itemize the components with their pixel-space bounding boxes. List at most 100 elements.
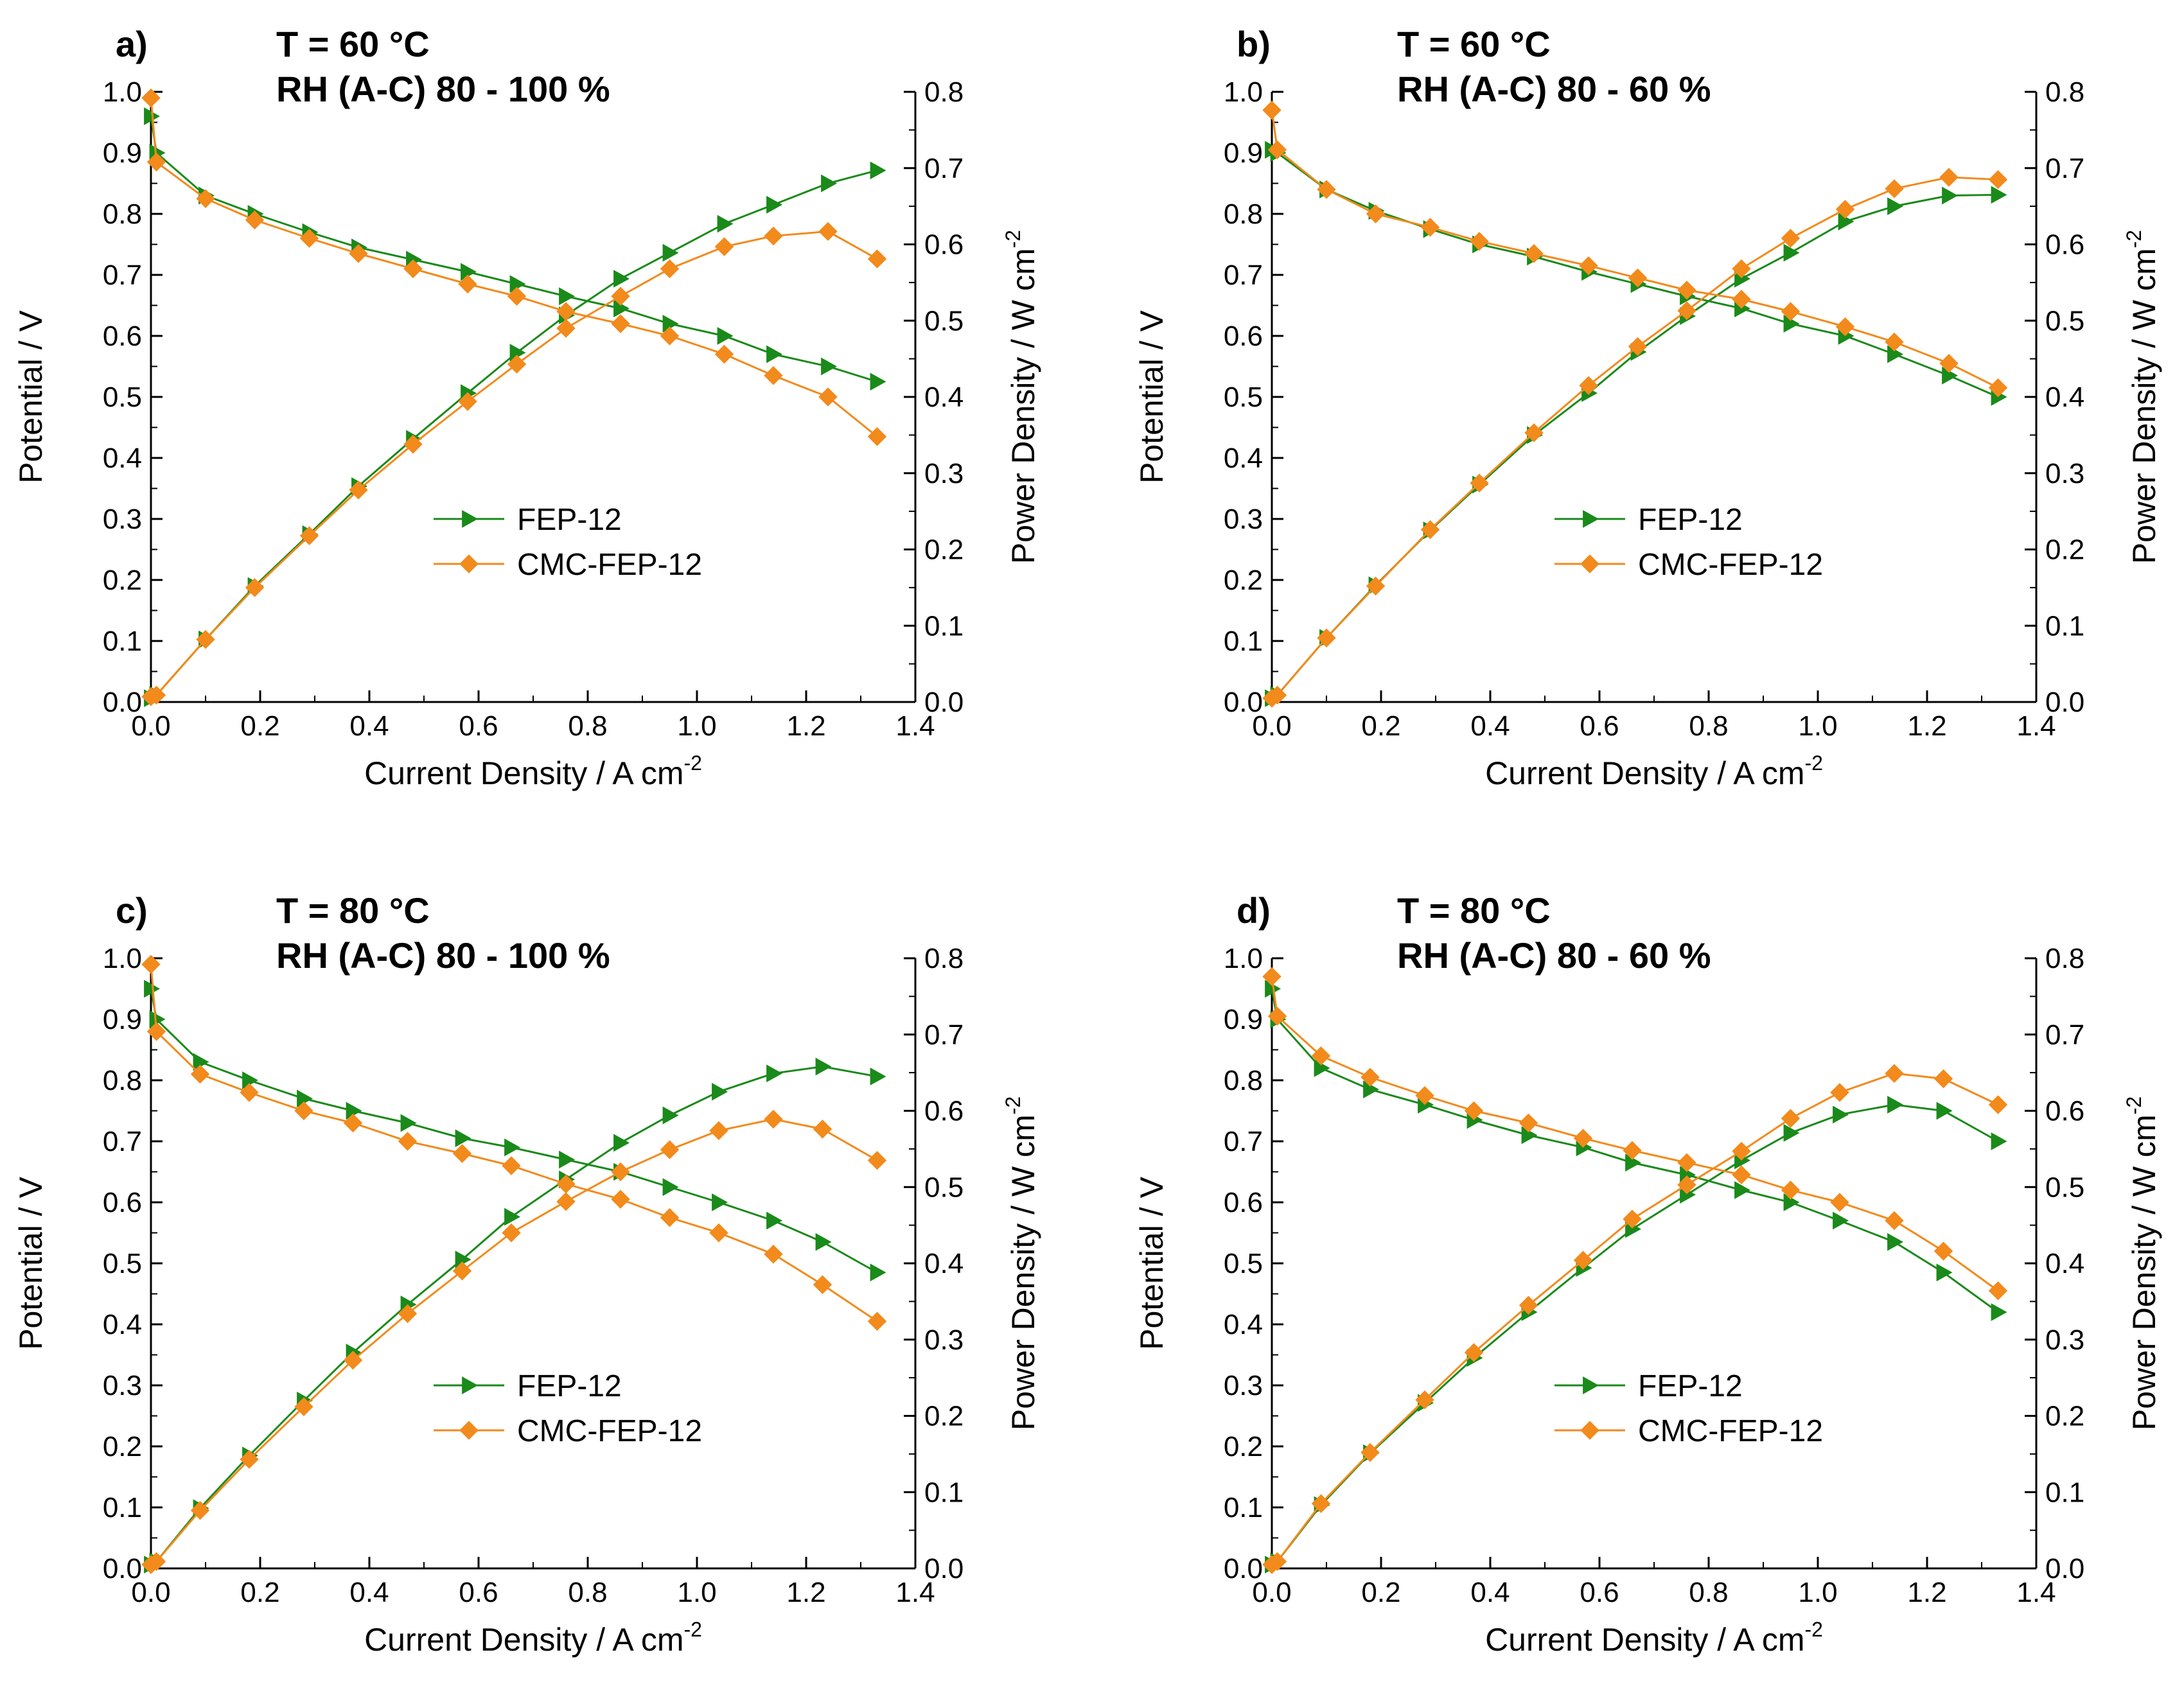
y2-axis-label-sup: -2 (1001, 1096, 1025, 1114)
x-tick-label: 1.2 (1907, 710, 1946, 742)
power-point (502, 1223, 521, 1243)
potential-point (870, 1263, 886, 1282)
potential-point (1830, 1193, 1849, 1212)
power-point (403, 434, 423, 454)
potential-point (1939, 354, 1959, 373)
y-tick-label: 0.8 (1224, 198, 1263, 230)
potential-point (766, 1211, 783, 1230)
potential-point (452, 1144, 472, 1163)
potential-point (709, 1223, 728, 1243)
x-tick-label: 1.4 (2016, 710, 2056, 742)
y2-tick-label: 0.0 (2045, 1553, 2084, 1584)
potential-point (1835, 317, 1855, 337)
power-point (1470, 473, 1489, 493)
power-point (245, 578, 265, 597)
y-tick-label: 0.5 (103, 1248, 142, 1279)
power-point (1887, 197, 1904, 215)
potential-point (1885, 1211, 1904, 1231)
power-point (1677, 301, 1696, 320)
potential-point (294, 1101, 313, 1121)
y2-tick-label: 0.1 (924, 1477, 964, 1508)
potential-point (1833, 1211, 1849, 1230)
potential-line (150, 116, 877, 383)
potential-point (1366, 204, 1386, 224)
y2-tick-label: 0.4 (924, 382, 964, 413)
x-tick-label: 1.4 (895, 710, 935, 742)
potential-point (1781, 1180, 1801, 1200)
legend-label: CMC-FEP-12 (517, 1414, 702, 1448)
y-tick-label: 0.4 (103, 443, 142, 474)
x-axis-label-text: Current Density / A cm (1485, 755, 1804, 791)
power-line (150, 1066, 877, 1566)
power-point (1573, 1250, 1593, 1270)
x-axis-label-sup: -2 (1804, 751, 1822, 775)
y-tick-label: 0.4 (1224, 1309, 1263, 1340)
potential-point (1887, 1232, 1904, 1251)
power-point (1885, 179, 1904, 198)
panel-label: d) (1237, 890, 1271, 931)
power-point (190, 1501, 210, 1520)
potential-point (1885, 332, 1904, 352)
y-tick-label: 0.3 (1224, 504, 1263, 535)
y-tick-label: 1.0 (1224, 76, 1263, 108)
condition-humidity: RH (A-C) 80 - 100 % (276, 935, 610, 976)
potential-point (660, 326, 680, 346)
power-line (1271, 1103, 1999, 1566)
y2-tick-label: 0.1 (2045, 610, 2084, 642)
y-tick-label: 0.1 (103, 1492, 142, 1523)
power-point (1783, 243, 1800, 262)
power-point (1361, 1443, 1380, 1462)
power-line (1271, 176, 1998, 699)
legend-label: CMC-FEP-12 (1638, 548, 1823, 582)
power-point (1939, 168, 1959, 187)
potential-point (559, 287, 576, 306)
panel-label: c) (116, 890, 148, 931)
power-line (1271, 1072, 1999, 1566)
potential-point (815, 1232, 832, 1251)
legend-label: FEP-12 (1638, 503, 1743, 537)
series-cmc-fep-12 (141, 954, 887, 1574)
potential-point (245, 210, 265, 230)
potential-point (1361, 1067, 1380, 1087)
x-tick-label: 0.4 (1470, 710, 1510, 742)
potential-point (867, 427, 887, 446)
y-axis-label: Potential / V (13, 1177, 49, 1350)
potential-point (1677, 1153, 1696, 1172)
potential-point (507, 286, 527, 306)
power-point (1988, 170, 2008, 189)
legend-label: FEP-12 (517, 503, 622, 537)
power-point (1936, 1101, 1953, 1120)
legend-label: CMC-FEP-12 (517, 548, 702, 582)
y-tick-label: 0.2 (103, 565, 142, 596)
y2-tick-label: 0.0 (924, 687, 964, 718)
power-point (349, 480, 368, 500)
legend-marker (1580, 554, 1599, 574)
potential-point (349, 244, 368, 263)
y2-axis-label-sup: -2 (2122, 230, 2145, 248)
power-point (766, 1064, 783, 1083)
potential-point (196, 189, 215, 208)
x-tick-label: 0.0 (1252, 710, 1291, 742)
potential-point (764, 366, 783, 385)
y2-tick-label: 0.4 (924, 1248, 964, 1279)
y2-axis-label-sup: -2 (2122, 1096, 2145, 1114)
y2-axis-label-text: Power Density / W cm (1005, 1114, 1041, 1430)
series-fep-12 (144, 107, 886, 707)
potential-point (141, 954, 161, 974)
y2-tick-label: 0.3 (2045, 1324, 2084, 1356)
potential-point (1317, 180, 1336, 199)
condition-temperature: T = 60 °C (1397, 24, 1551, 64)
x-tick-label: 0.0 (131, 1577, 170, 1608)
potential-line (150, 988, 878, 1274)
y2-tick-label: 0.5 (2045, 305, 2084, 337)
power-point (1783, 1124, 1800, 1142)
potential-point (1420, 218, 1440, 237)
power-point (813, 1119, 832, 1139)
series-cmc-fep-12 (1262, 967, 2008, 1574)
potential-point (813, 1275, 832, 1294)
y-tick-label: 0.8 (103, 198, 142, 230)
x-axis-label: Current Density / A cm-2 (364, 1618, 702, 1658)
power-point (766, 195, 783, 214)
x-axis-label: Current Density / A cm-2 (1485, 751, 1823, 791)
x-tick-label: 0.0 (1252, 1577, 1291, 1608)
